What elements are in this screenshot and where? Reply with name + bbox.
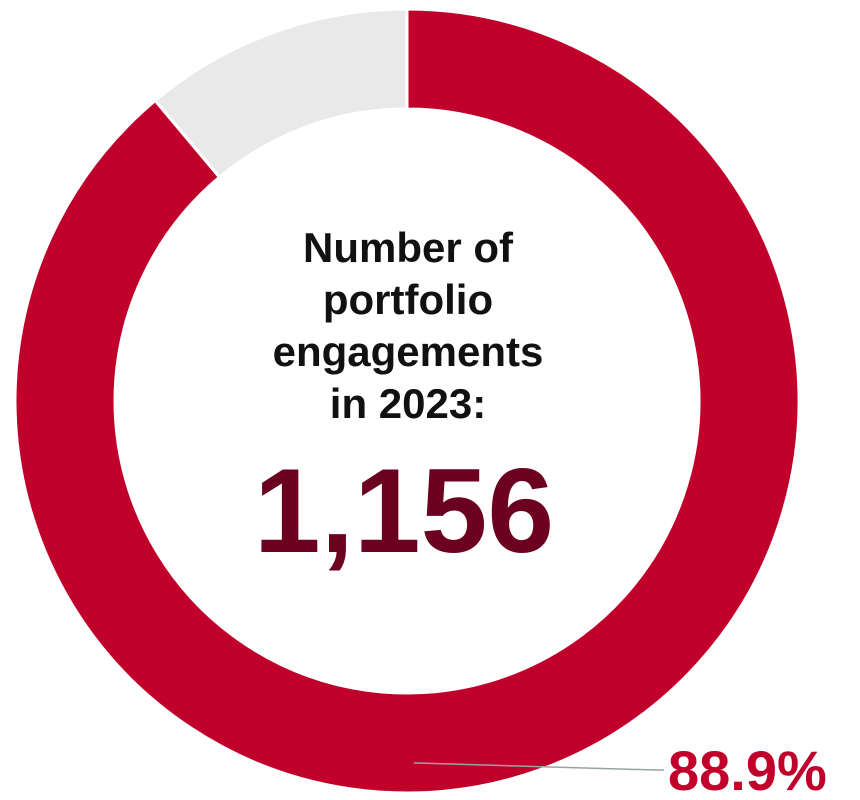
leader-line (413, 762, 656, 771)
slice-data-label: 88.9% (668, 739, 827, 800)
center-title-line-3: engagements (273, 328, 544, 375)
center-title-line-2: portfolio (323, 276, 493, 323)
donut-slice-1 (13, 7, 801, 795)
donut-slice-2 (153, 7, 409, 180)
center-value: 1,156 (254, 444, 554, 578)
donut-slices (13, 7, 801, 795)
center-title-line-1: Number of (303, 224, 514, 271)
center-title-line-4: in 2023: (330, 380, 486, 427)
